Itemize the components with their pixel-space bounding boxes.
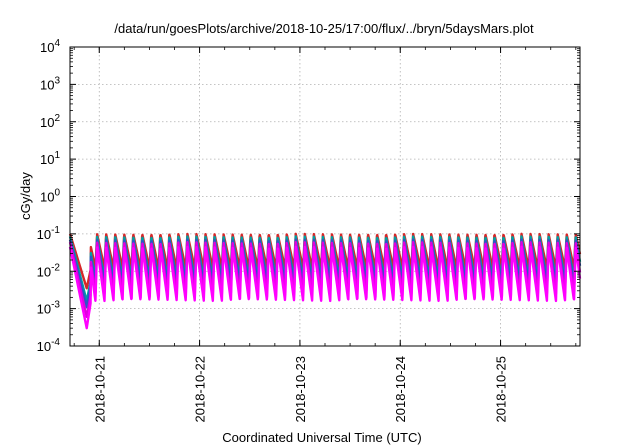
y-tick-label: 103 [40,75,60,92]
x-tick-label: 2018-10-25 [494,356,509,423]
y-tick-label: 102 [40,113,60,130]
y-tick-label: 101 [40,150,60,167]
x-tick-label: 2018-10-21 [92,356,107,423]
chart-title: /data/run/goesPlots/archive/2018-10-25/1… [114,21,534,36]
x-tick-label: 2018-10-24 [393,356,408,423]
y-tick-label: 100 [40,188,60,205]
y-axis-ticks: 10-4 10-3 10-2 10-1 100 101 102 103 104 [37,38,580,354]
x-axis-label: Coordinated Universal Time (UTC) [222,430,421,445]
y-axis-label: cGy/day [18,172,33,220]
y-tick-label: 10-4 [37,337,61,354]
series-line-5 [68,245,582,330]
x-tick-label: 2018-10-23 [293,356,308,423]
series-lines [68,232,582,330]
y-tick-label: 10-3 [37,300,61,317]
x-axis-ticks: 2018-10-21 2018-10-22 2018-10-23 2018-10-24… [73,47,577,423]
grid-lines [70,47,580,346]
x-tick-label: 2018-10-22 [193,356,208,423]
y-tick-label: 10-2 [37,262,61,279]
y-tick-label: 104 [40,38,60,55]
y-tick-label: 10-1 [37,225,61,242]
